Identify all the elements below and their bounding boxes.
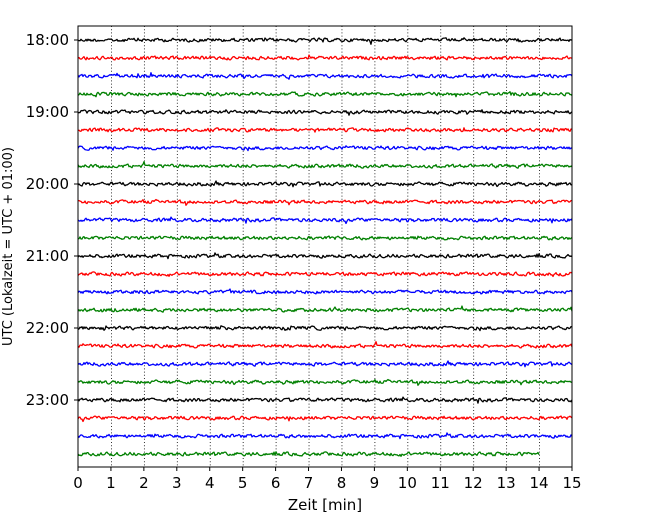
y-tick-label: 19:00 <box>26 103 69 121</box>
x-axis-label: Zeit [min] <box>288 496 362 514</box>
y-axis-ticks: 18:00 19:00 20:00 21:00 22:00 23:00 <box>26 31 78 409</box>
x-tick-label: 15 <box>562 474 581 492</box>
trace-16 <box>77 305 573 313</box>
trace-19 <box>77 360 573 368</box>
trace-3 <box>77 72 573 80</box>
x-tick-label: 0 <box>73 474 83 492</box>
trace-17 <box>77 325 573 332</box>
y-tick-label: 23:00 <box>26 391 69 409</box>
x-tick-label: 14 <box>530 474 549 492</box>
trace-8 <box>77 161 573 169</box>
y-axis-label: UTC (Lokalzeit = UTC + 01:00) <box>1 147 16 346</box>
trace-12 <box>77 235 573 241</box>
trace-18 <box>77 341 573 349</box>
x-tick-label: 10 <box>398 474 417 492</box>
trace-11 <box>77 216 573 225</box>
trace-4 <box>77 91 573 98</box>
trace-23 <box>77 432 573 440</box>
trace-20 <box>77 378 573 386</box>
x-tick-label: 7 <box>304 474 314 492</box>
x-tick-label: 1 <box>106 474 116 492</box>
x-tick-label: 3 <box>172 474 182 492</box>
y-tick-label: 20:00 <box>26 175 69 193</box>
x-tick-label: 8 <box>337 474 347 492</box>
x-tick-label: 2 <box>139 474 149 492</box>
trace-10 <box>77 198 573 206</box>
x-tick-label: 5 <box>238 474 248 492</box>
x-tick-label: 6 <box>271 474 281 492</box>
x-tick-label: 4 <box>205 474 215 492</box>
trace-9 <box>77 180 573 188</box>
trace-group <box>77 37 573 458</box>
trace-1 <box>77 37 573 45</box>
y-tick-label: 22:00 <box>26 319 69 337</box>
trace-13 <box>77 252 573 260</box>
plot-frame <box>77 25 573 468</box>
x-axis-ticks: 0 1 2 3 4 5 6 7 8 9 10 11 12 13 14 15 <box>73 467 582 492</box>
trace-6 <box>77 127 573 133</box>
trace-14 <box>77 271 573 278</box>
trace-24 <box>77 451 540 458</box>
x-tick-label: 13 <box>497 474 516 492</box>
x-tick-label: 11 <box>431 474 450 492</box>
x-tick-label: 12 <box>464 474 483 492</box>
trace-2 <box>77 54 573 61</box>
y-tick-label: 18:00 <box>26 31 69 49</box>
trace-15 <box>77 288 573 295</box>
trace-7 <box>77 145 573 152</box>
trace-21 <box>77 396 573 404</box>
trace-5 <box>77 109 573 116</box>
y-tick-label: 21:00 <box>26 247 69 265</box>
x-tick-label: 9 <box>370 474 380 492</box>
trace-22 <box>77 415 573 423</box>
